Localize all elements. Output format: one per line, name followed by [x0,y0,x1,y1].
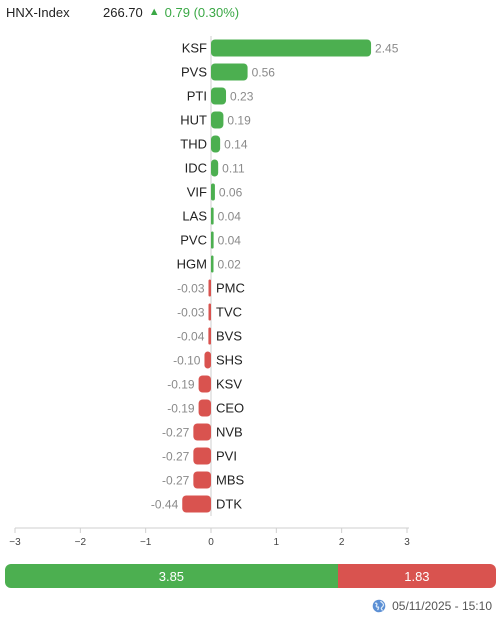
bar-vif [211,183,215,201]
data-label: -0.44 [151,498,179,512]
category-label: IDC [185,161,207,176]
bar-hut [211,111,224,129]
advance-value: 3.85 [158,568,185,584]
data-label: -0.10 [173,354,201,368]
category-label: KSF [182,41,207,56]
bar-pvc [211,231,214,249]
decline-value: 1.83 [404,568,430,584]
x-tick-label: −3 [9,537,21,548]
category-label: PVC [180,233,207,248]
x-tick-label: −1 [140,537,152,548]
category-label: NVB [216,425,243,440]
category-label: SHS [216,353,243,368]
decline-segment: 1.83 [337,564,496,588]
globe-icon [372,599,386,613]
data-label: 0.02 [218,258,242,272]
data-label: -0.04 [177,330,205,344]
x-tick-label: 2 [339,537,345,548]
data-label: -0.27 [162,426,190,440]
data-label: -0.27 [162,474,190,488]
bar-pti [211,87,227,105]
index-change: 0.79 (0.30%) [164,4,240,20]
bar-pvs [211,63,248,81]
data-label: 0.56 [252,66,276,80]
category-label: TVC [216,305,242,320]
data-label: 0.11 [222,162,245,176]
bar-idc [211,159,219,177]
data-label: 0.04 [218,210,242,224]
data-label: 0.19 [227,114,251,128]
bar-las [211,207,214,225]
category-label: VIF [187,185,207,200]
category-label: DTK [216,497,242,512]
x-tick-label: 1 [274,537,280,548]
index-name: HNX-Index [6,4,70,20]
timestamp-footer: 05/11/2025 - 15:10 [372,598,492,614]
index-header: HNX-Index 266.70 ▲ 0.79 (0.30%) [6,3,239,21]
x-tick-label: 0 [208,537,214,548]
data-label: -0.19 [167,378,195,392]
data-label: -0.03 [177,282,205,296]
bar-dtk [182,495,211,513]
category-label: HGM [177,257,207,272]
data-label: 2.45 [375,42,399,56]
advance-segment: 3.85 [5,564,338,588]
category-label: CEO [216,401,244,416]
bar-tvc [208,303,211,321]
bar-nvb [193,423,211,441]
bar-ksv [198,375,211,393]
data-label: 0.23 [230,90,254,104]
bar-bvs [208,327,211,345]
data-label: -0.03 [177,306,205,320]
category-label: PVS [181,65,207,80]
category-label: MBS [216,473,245,488]
category-label: PVI [216,449,237,464]
bar-thd [211,135,221,153]
data-label: -0.27 [162,450,190,464]
category-label: HUT [180,113,207,128]
data-label: 0.04 [218,234,242,248]
bar-pmc [208,279,211,297]
bar-pvi [193,447,211,465]
triangle-up-icon: ▲ [148,6,160,18]
bar-ceo [198,399,211,417]
data-label: -0.19 [167,402,195,416]
category-label: THD [180,137,207,152]
category-label: LAS [182,209,207,224]
impact-bar-chart: KSF 2.45 PVS 0.56 PTI 0.23 HUT 0.19 THD 0.14 IDC 0.… [9,36,410,548]
timestamp: 05/11/2025 - 15:10 [392,599,492,613]
data-label: 0.14 [224,138,248,152]
index-value: 266.70 [103,4,143,20]
data-label: 0.06 [219,186,243,200]
advance-decline-bar: 3.85 1.83 [5,564,496,588]
bar-mbs [193,471,211,489]
category-label: KSV [216,377,242,392]
category-label: PMC [216,281,245,296]
x-tick-label: 3 [404,537,410,548]
category-label: BVS [216,329,242,344]
bar-shs [204,351,211,369]
bar-ksf [211,39,372,57]
x-tick-label: −2 [75,537,87,548]
bar-hgm [211,255,214,273]
category-label: PTI [187,89,207,104]
